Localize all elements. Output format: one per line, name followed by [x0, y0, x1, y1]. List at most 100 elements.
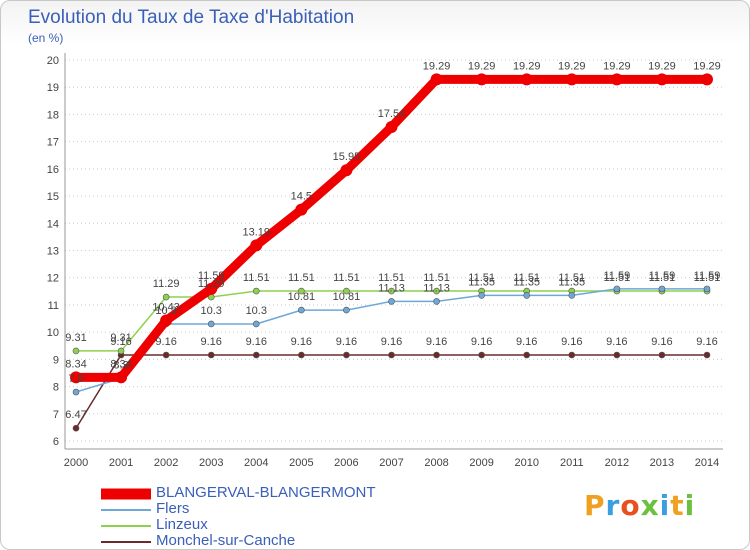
data-point: [250, 239, 263, 252]
data-label: 6.47: [65, 409, 86, 421]
data-point: [343, 351, 350, 359]
data-point: [388, 351, 395, 359]
y-tick-label: 8: [53, 382, 59, 394]
data-point: [160, 314, 173, 327]
y-tick-label: 14: [47, 218, 59, 230]
x-tick-label: 2011: [560, 457, 584, 469]
y-tick-label: 12: [47, 273, 59, 285]
legend-swatch: [101, 509, 151, 511]
data-label: 9.16: [336, 336, 357, 348]
data-point: [478, 351, 485, 359]
x-tick-label: 2003: [199, 457, 223, 469]
data-point: [701, 73, 713, 86]
data-label: 11.59: [603, 270, 630, 282]
data-label: 11.51: [649, 272, 676, 284]
data-label: 8.34: [110, 358, 131, 370]
data-point: [613, 351, 621, 359]
data-label: 10.3: [201, 305, 222, 317]
y-tick-label: 6: [53, 436, 59, 448]
legend-swatch: [101, 541, 151, 543]
data-label: 10.3: [246, 305, 267, 317]
data-label: 10.81: [333, 291, 361, 303]
data-point: [117, 347, 125, 355]
data-label: 11.51: [243, 272, 270, 284]
data-label: 11.35: [513, 276, 540, 288]
data-point: [523, 292, 531, 299]
data-point: [433, 287, 440, 295]
chart-subtitle: (en %): [28, 31, 64, 45]
data-label: 11.29: [198, 278, 225, 290]
legend-swatch: [101, 525, 151, 527]
data-label: 10.43: [152, 301, 180, 313]
data-point: [340, 164, 353, 177]
x-tick-label: 2010: [514, 457, 538, 469]
proxiti-logo: Proxiti: [584, 489, 696, 522]
legend-label: BLANGERVAL-BLANGERMONT: [156, 484, 376, 501]
x-tick-label: 2014: [695, 457, 719, 469]
data-label: 19.29: [513, 60, 541, 72]
data-point: [520, 73, 533, 86]
data-label: 11.51: [423, 272, 450, 284]
data-label: 11.51: [333, 272, 360, 284]
data-point: [478, 292, 485, 299]
data-point: [72, 388, 80, 396]
data-point: [658, 351, 666, 359]
data-point: [162, 351, 170, 359]
data-label: 17.54: [378, 108, 406, 120]
data-label: 9.16: [606, 336, 627, 348]
x-tick-label: 2001: [109, 457, 133, 469]
data-label: 9.16: [516, 336, 537, 348]
data-label: 11.51: [378, 272, 405, 284]
y-tick-label: 7: [53, 409, 59, 421]
data-label: 11.13: [423, 282, 450, 294]
data-point: [207, 351, 215, 359]
data-point: [568, 351, 576, 359]
x-tick-label: 2009: [469, 457, 493, 469]
data-label: 9.16: [291, 336, 312, 348]
data-label: 8.3: [113, 359, 128, 371]
y-tick-label: 17: [47, 137, 59, 149]
data-point: [430, 73, 443, 86]
data-label: 9.16: [696, 336, 717, 348]
data-label: 11.59: [198, 270, 225, 282]
data-label: 9.16: [471, 336, 492, 348]
data-label: 19.29: [468, 60, 496, 72]
x-tick-label: 2000: [64, 457, 88, 469]
data-label: 9.16: [651, 336, 672, 348]
data-label: 11.51: [513, 272, 540, 284]
data-point: [298, 306, 305, 314]
y-tick-label: 13: [47, 246, 59, 258]
x-tick-label: 2004: [244, 457, 268, 469]
data-point: [343, 306, 350, 314]
data-point: [207, 320, 215, 328]
x-tick-label: 2002: [154, 457, 178, 469]
y-tick-label: 10: [47, 327, 59, 339]
data-label: 11.59: [649, 270, 676, 282]
data-point: [475, 73, 488, 86]
x-tick-label: 2013: [650, 457, 674, 469]
data-point: [703, 351, 711, 359]
legend-label: Linzeux: [156, 516, 208, 533]
data-label: 9.16: [110, 336, 131, 348]
data-point: [295, 203, 308, 216]
data-label: 11.35: [468, 276, 495, 288]
data-point: [298, 287, 305, 295]
data-point: [388, 287, 395, 295]
data-label: 9.16: [561, 336, 582, 348]
data-label: 11.13: [378, 282, 405, 294]
data-point: [433, 298, 440, 305]
y-tick-label: 9: [53, 354, 59, 366]
y-tick-label: 20: [47, 55, 59, 67]
chart-title: Evolution du Taux de Taxe d'Habitation: [28, 7, 355, 28]
x-tick-label: 2007: [379, 457, 403, 469]
data-point: [70, 371, 82, 384]
data-point: [343, 287, 350, 295]
data-label: 19.29: [423, 60, 451, 72]
y-tick-label: 19: [47, 82, 59, 94]
data-point: [568, 292, 576, 299]
data-label: 9.31: [65, 332, 86, 344]
data-point: [252, 351, 260, 359]
data-label: 11.51: [694, 272, 721, 284]
